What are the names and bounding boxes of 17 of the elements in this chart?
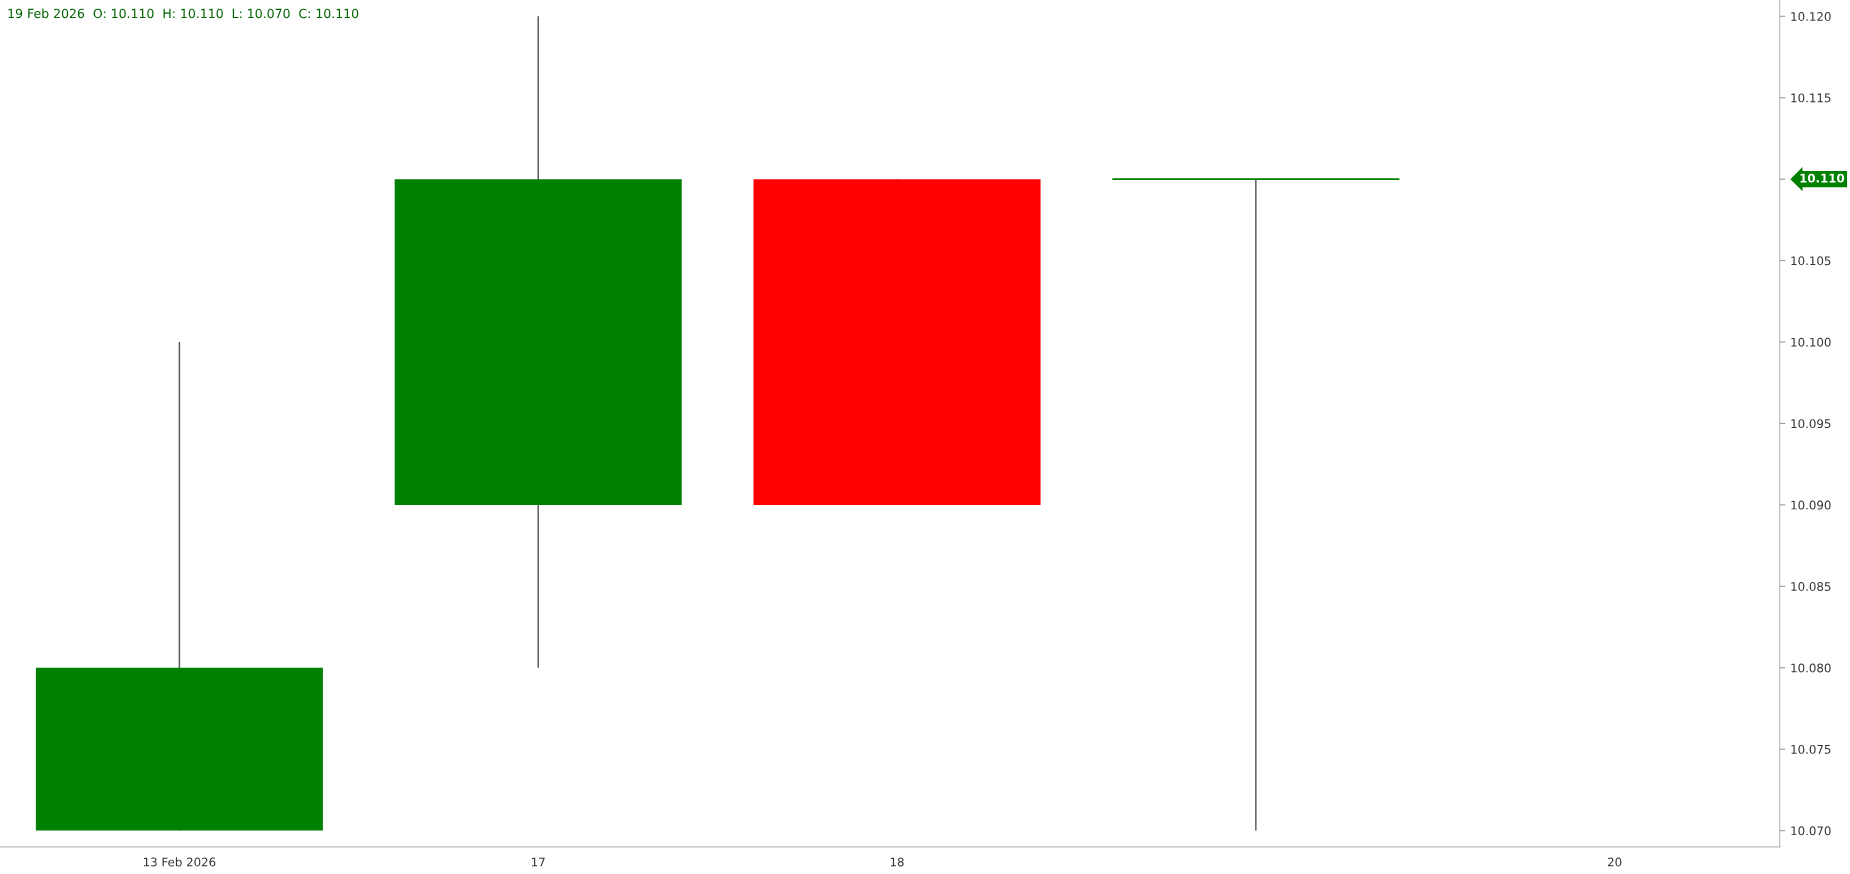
text: 10.110 [1800, 173, 1845, 183]
y-tick-label: 10.100 [1791, 337, 1831, 347]
y-tick-label: 10.080 [1791, 663, 1831, 673]
x-tick-label: 18 [890, 857, 904, 867]
y-tick-label: 10.075 [1791, 744, 1831, 754]
y-tick-label: 10.085 [1791, 582, 1831, 591]
candlestick [1111, 178, 1401, 831]
y-tick-label: 10.095 [1791, 419, 1831, 429]
x-tick-label: 20 [1608, 857, 1622, 867]
annotation: 19 Feb 2026 O: 10.110 H: 10.110 L: 10.070 C: 10.110 [8, 8, 359, 19]
x-tick-label: 13 Feb 2026 [143, 857, 216, 867]
y-tick-label: 10.115 [1791, 93, 1831, 103]
y-tick-label: 10.105 [1791, 256, 1831, 266]
x-tick-label: 17 [532, 857, 545, 867]
y-tick-label: 10.090 [1791, 500, 1831, 510]
y-tick-label: 10.070 [1791, 826, 1831, 836]
y-tick-label: 10.120 [1791, 12, 1831, 21]
